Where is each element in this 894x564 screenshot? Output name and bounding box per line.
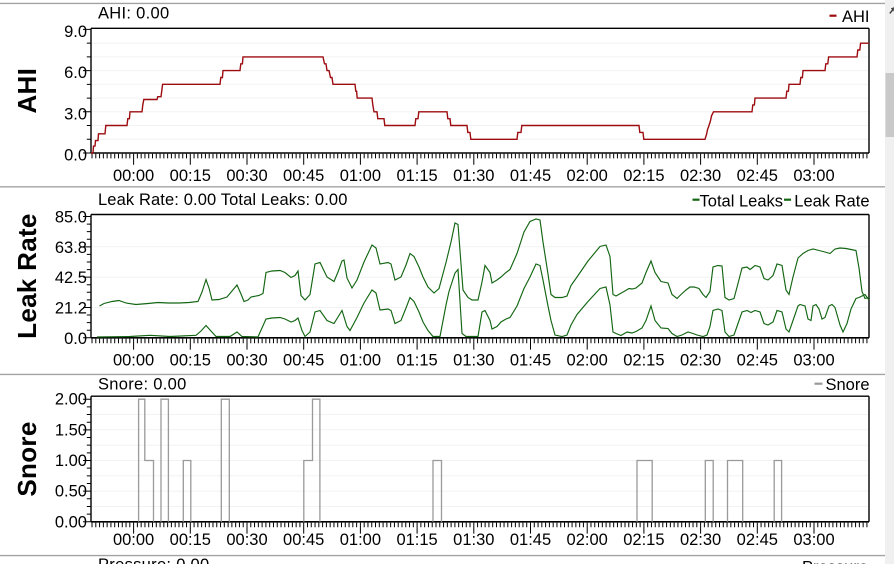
svg-text:01:00: 01:00: [340, 167, 381, 185]
svg-text:Total Leaks: Total Leaks: [700, 193, 783, 211]
svg-text:AHI: 0.00: AHI: 0.00: [98, 5, 170, 23]
svg-text:9.0: 9.0: [64, 23, 87, 41]
svg-text:02:30: 02:30: [680, 352, 721, 370]
svg-text:Leak Rate: Leak Rate: [12, 213, 42, 339]
svg-text:Pressure: Pressure: [802, 559, 868, 564]
svg-text:02:15: 02:15: [623, 352, 664, 370]
svg-text:00:15: 00:15: [170, 167, 211, 185]
svg-text:0.0: 0.0: [64, 330, 87, 348]
svg-text:03:00: 03:00: [793, 531, 834, 549]
svg-text:0.50: 0.50: [55, 483, 87, 501]
svg-text:02:45: 02:45: [737, 531, 778, 549]
svg-text:00:00: 00:00: [113, 352, 154, 370]
svg-text:02:45: 02:45: [737, 352, 778, 370]
svg-text:00:45: 00:45: [283, 352, 324, 370]
svg-text:00:30: 00:30: [226, 167, 267, 185]
svg-text:01:45: 01:45: [510, 167, 551, 185]
svg-text:00:30: 00:30: [226, 352, 267, 370]
svg-text:02:00: 02:00: [567, 352, 608, 370]
svg-text:00:00: 00:00: [113, 531, 154, 549]
svg-text:Snore: 0.00: Snore: 0.00: [98, 376, 187, 394]
svg-text:01:00: 01:00: [340, 352, 381, 370]
svg-text:AHI: AHI: [842, 8, 870, 26]
svg-text:01:00: 01:00: [340, 531, 381, 549]
svg-text:02:00: 02:00: [567, 167, 608, 185]
svg-text:03:00: 03:00: [793, 167, 834, 185]
svg-text:00:15: 00:15: [170, 531, 211, 549]
svg-text:02:00: 02:00: [567, 531, 608, 549]
svg-text:Snore: Snore: [12, 421, 42, 496]
svg-text:6.0: 6.0: [64, 64, 87, 82]
svg-text:42.5: 42.5: [55, 269, 87, 287]
svg-text:Leak Rate: Leak Rate: [794, 193, 869, 211]
svg-text:Pressure: 0.00: Pressure: 0.00: [98, 556, 210, 564]
svg-text:Snore: Snore: [825, 376, 869, 394]
svg-text:AHI: AHI: [12, 68, 42, 114]
svg-text:02:45: 02:45: [737, 167, 778, 185]
svg-text:01:30: 01:30: [453, 167, 494, 185]
svg-text:01:30: 01:30: [453, 531, 494, 549]
svg-text:1.00: 1.00: [55, 452, 87, 470]
svg-text:01:15: 01:15: [396, 167, 437, 185]
svg-text:3.0: 3.0: [64, 105, 87, 123]
svg-text:02:15: 02:15: [623, 531, 664, 549]
svg-text:0.0: 0.0: [64, 147, 87, 165]
svg-text:0.00: 0.00: [55, 513, 87, 531]
svg-text:Leak Rate: 0.00 Total Leaks: 0: Leak Rate: 0.00 Total Leaks: 0.00: [98, 191, 348, 209]
svg-text:01:15: 01:15: [396, 352, 437, 370]
svg-text:01:45: 01:45: [510, 531, 551, 549]
svg-text:02:30: 02:30: [680, 531, 721, 549]
svg-text:03:00: 03:00: [793, 352, 834, 370]
svg-text:00:30: 00:30: [226, 531, 267, 549]
svg-text:1.50: 1.50: [55, 421, 87, 439]
svg-text:00:45: 00:45: [283, 531, 324, 549]
svg-text:02:15: 02:15: [623, 167, 664, 185]
svg-text:00:45: 00:45: [283, 167, 324, 185]
svg-text:00:15: 00:15: [170, 352, 211, 370]
svg-text:01:15: 01:15: [396, 531, 437, 549]
svg-text:01:30: 01:30: [453, 352, 494, 370]
svg-text:01:45: 01:45: [510, 352, 551, 370]
svg-text:63.8: 63.8: [55, 239, 87, 257]
svg-text:2.00: 2.00: [55, 391, 87, 409]
svg-text:00:00: 00:00: [113, 167, 154, 185]
svg-text:02:30: 02:30: [680, 167, 721, 185]
svg-text:21.2: 21.2: [55, 300, 87, 318]
svg-text:85.0: 85.0: [55, 209, 87, 227]
